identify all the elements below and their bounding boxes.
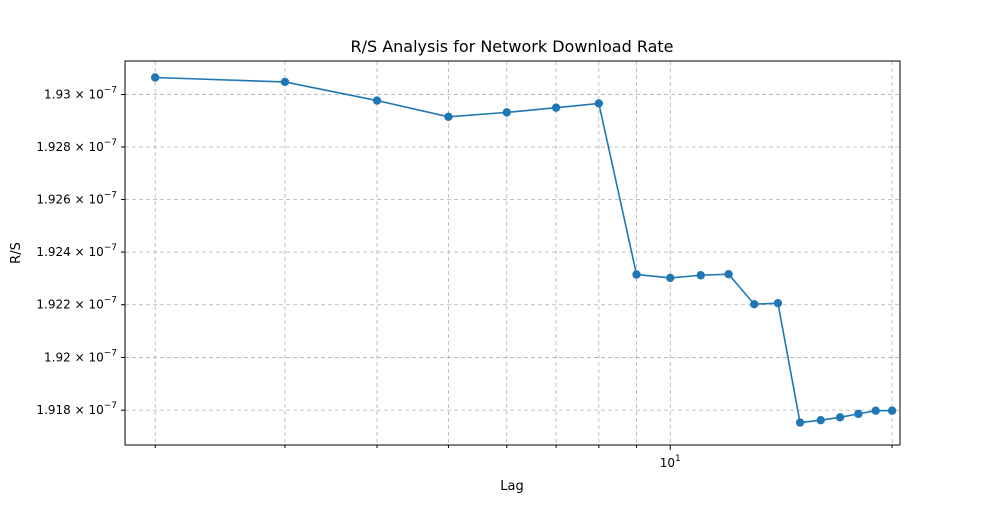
data-point — [854, 409, 863, 419]
data-point — [280, 77, 290, 87]
y-axis-label: R/S — [9, 242, 24, 264]
y-tick-label: 1.918 × 10−7 — [36, 401, 117, 417]
series-layer — [150, 73, 897, 427]
y-tick-label: 1.924 × 10−7 — [36, 243, 117, 259]
data-point — [551, 103, 561, 112]
data-point — [666, 273, 675, 283]
grid-layer — [125, 61, 900, 445]
data-point — [696, 271, 705, 280]
y-tick-label: 1.928 × 10−7 — [36, 138, 117, 154]
y-tick-label: 1.93 × 10−7 — [44, 86, 117, 102]
y-tick-label: 1.922 × 10−7 — [36, 296, 117, 312]
y-tick-label: 1.92 × 10−7 — [44, 348, 117, 364]
data-point — [816, 415, 825, 425]
x-axis-label: Lag — [500, 479, 523, 494]
series-line — [155, 76, 893, 424]
tick-layer: 101 1.918 × 10−7 1.92 × 10−7 1.922 × 10−7 1.… — [36, 86, 893, 470]
data-point — [632, 270, 641, 279]
data-point — [150, 73, 160, 82]
data-point — [444, 112, 453, 122]
data-point — [887, 406, 897, 415]
y-tick-label: 1.926 × 10−7 — [36, 191, 117, 207]
data-point — [724, 270, 733, 279]
chart-title: R/S Analysis for Network Download Rate — [350, 37, 673, 56]
data-point — [795, 418, 805, 427]
data-point — [372, 96, 382, 105]
data-point — [594, 99, 604, 108]
data-point — [502, 108, 511, 117]
data-point — [773, 298, 783, 308]
x-tick-label: 101 — [660, 454, 681, 470]
plot-frame — [124, 60, 901, 446]
data-point — [835, 413, 845, 422]
data-point — [871, 406, 880, 415]
data-point — [750, 300, 759, 309]
